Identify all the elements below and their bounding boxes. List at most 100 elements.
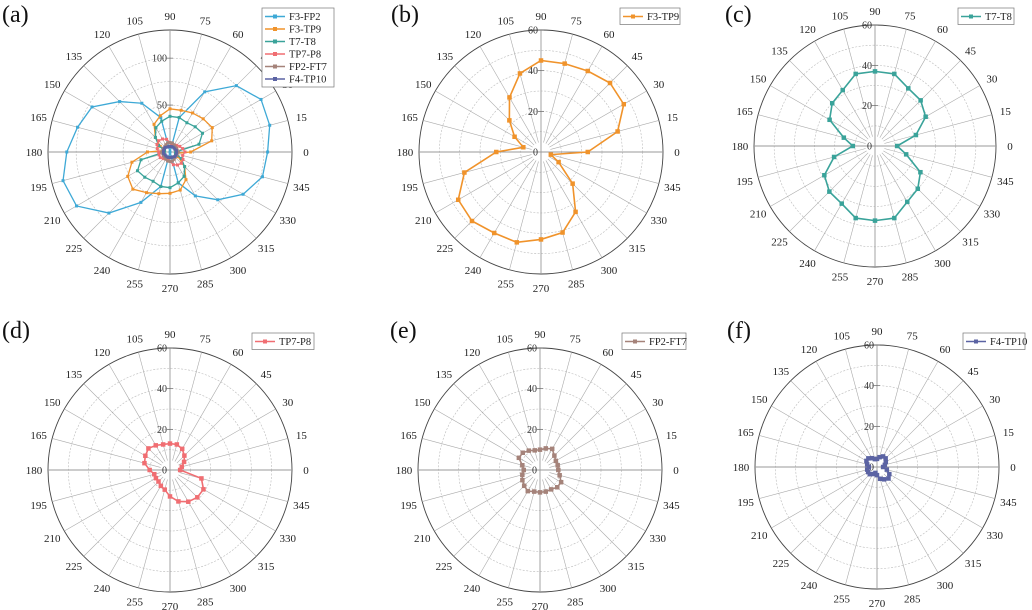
data-marker <box>872 456 878 462</box>
angle-tick-label: 30 <box>652 397 664 409</box>
angle-tick-label: 105 <box>497 334 514 346</box>
data-marker <box>555 463 560 468</box>
polar-chart-e: (e) 0 15 30 45 60 75 90 105 120 135 150 165 180 195 210… <box>390 318 687 610</box>
spoke-line <box>550 154 659 184</box>
spoke-line <box>508 479 538 588</box>
data-marker <box>157 150 161 154</box>
angle-tick-label: 210 <box>414 533 431 545</box>
data-marker <box>557 473 562 478</box>
angle-tick-label: 315 <box>629 243 646 255</box>
data-marker <box>174 152 178 156</box>
data-marker <box>520 463 525 468</box>
angle-tick-label: 135 <box>771 46 788 58</box>
data-marker <box>172 157 176 161</box>
radial-tick-label: 50 <box>157 101 167 112</box>
data-marker <box>166 157 170 161</box>
data-marker <box>853 215 858 221</box>
data-marker <box>139 200 143 204</box>
angle-tick-label: 105 <box>127 16 144 28</box>
data-marker <box>166 141 170 145</box>
data-marker <box>543 489 549 494</box>
data-marker <box>532 448 537 453</box>
spoke-line <box>843 155 873 263</box>
data-marker <box>877 454 882 460</box>
angle-tick-label: 195 <box>30 500 47 512</box>
spoke-line <box>883 380 964 461</box>
angle-tick-label: 15 <box>296 430 308 442</box>
spoke-line <box>479 46 537 144</box>
data-marker <box>548 152 554 157</box>
angle-tick-label: 270 <box>867 276 884 288</box>
angle-tick-label: 255 <box>127 596 144 608</box>
spoke-line <box>83 383 164 464</box>
legend-entry: T7-T8 <box>985 12 1012 23</box>
radial-tick-label: 60 <box>527 344 537 355</box>
data-marker <box>157 143 161 147</box>
spoke-line <box>479 160 537 258</box>
spoke-line <box>881 152 961 232</box>
data-marker <box>170 159 174 163</box>
radial-tick-label: 40 <box>864 381 874 392</box>
spoke-line <box>884 114 992 144</box>
radial-tick-label: 60 <box>528 26 538 37</box>
data-marker <box>520 450 525 455</box>
angle-tick-label: 150 <box>414 397 431 409</box>
spoke-line <box>138 479 168 588</box>
angle-tick-label: 195 <box>737 497 754 509</box>
angle-tick-label: 240 <box>94 583 111 595</box>
angle-tick-label: 150 <box>415 79 432 91</box>
data-marker <box>158 114 162 118</box>
series-t7-t8 <box>822 69 928 223</box>
spoke-line <box>815 361 873 459</box>
spoke-line <box>885 471 983 529</box>
angle-tick-label: 45 <box>261 369 273 381</box>
radial-tick-label: 0 <box>533 148 538 159</box>
data-marker <box>168 107 172 111</box>
data-marker <box>548 487 554 492</box>
angle-tick-label: 300 <box>601 265 618 277</box>
spoke-line <box>549 438 658 468</box>
data-marker <box>165 145 169 149</box>
data-marker <box>887 471 892 477</box>
panel-label: (c) <box>725 2 752 28</box>
data-marker <box>259 97 263 101</box>
data-marker <box>827 117 832 123</box>
angle-tick-label: 225 <box>773 558 790 570</box>
spoke-line <box>549 472 658 502</box>
radial-tick-label: 20 <box>157 425 167 436</box>
data-marker <box>177 116 181 120</box>
data-marker <box>139 158 143 162</box>
data-marker <box>171 155 175 159</box>
spoke-line <box>883 150 980 207</box>
data-marker <box>159 116 163 120</box>
angle-tick-label: 135 <box>773 366 790 378</box>
data-marker <box>153 475 159 481</box>
spoke-line <box>790 380 871 461</box>
spoke-line <box>883 473 964 554</box>
data-marker <box>210 126 214 130</box>
angle-tick-label: 225 <box>771 236 788 248</box>
data-marker <box>142 460 147 466</box>
data-marker <box>162 148 166 152</box>
angle-tick-label: 30 <box>989 394 1001 406</box>
angle-tick-label: 345 <box>1000 497 1017 509</box>
data-marker <box>61 179 65 183</box>
angle-tick-label: 180 <box>26 147 43 159</box>
data-marker <box>201 487 206 492</box>
angle-tick-label: 180 <box>26 465 43 477</box>
spoke-line <box>422 438 531 468</box>
data-marker <box>543 446 549 451</box>
legend: F3-TP9 <box>619 7 681 25</box>
spoke-line <box>509 161 539 270</box>
data-marker <box>850 143 856 149</box>
data-marker <box>174 442 180 447</box>
data-marker <box>145 191 149 195</box>
spoke-line <box>885 405 983 463</box>
spoke-line <box>789 60 869 140</box>
data-marker <box>201 131 205 135</box>
spoke-line <box>544 364 602 462</box>
data-marker <box>197 142 201 146</box>
angle-tick-label: 225 <box>437 243 454 255</box>
data-marker <box>892 215 897 221</box>
data-marker <box>90 105 94 109</box>
